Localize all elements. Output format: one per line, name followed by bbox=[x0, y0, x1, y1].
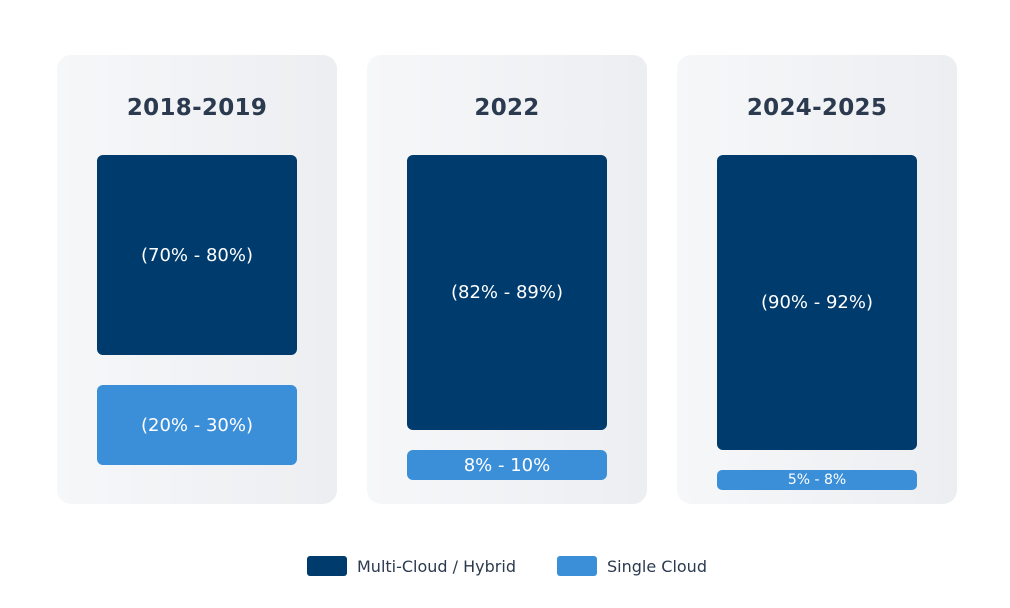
legend-swatch bbox=[307, 556, 347, 576]
multi-cloud-bar: (82% - 89%) bbox=[407, 155, 607, 430]
period-title: 2018-2019 bbox=[126, 95, 268, 121]
single-cloud-bar-label: 5% - 8% bbox=[787, 472, 847, 488]
legend-swatch bbox=[557, 556, 597, 576]
period-card-1: 2022 (82% - 89%) 8% - 10% bbox=[367, 55, 647, 504]
legend-label: Single Cloud bbox=[607, 556, 707, 576]
single-cloud-bar-label: 8% - 10% bbox=[463, 454, 551, 476]
multi-cloud-bar: (90% - 92%) bbox=[717, 155, 917, 450]
period-card-2: 2024-2025 (90% - 92%) 5% - 8% bbox=[677, 55, 957, 504]
period-card-0: 2018-2019 (70% - 80%) (20% - 30%) bbox=[57, 55, 337, 504]
multi-cloud-bar: (70% - 80%) bbox=[97, 155, 297, 355]
single-cloud-bar-label: (20% - 30%) bbox=[141, 414, 253, 436]
multi-cloud-bar-label: (90% - 92%) bbox=[761, 292, 873, 313]
period-title: 2022 bbox=[474, 95, 540, 121]
legend-item-single-cloud: Single Cloud bbox=[557, 556, 707, 576]
legend-label: Multi-Cloud / Hybrid bbox=[357, 556, 516, 576]
single-cloud-bar: 8% - 10% bbox=[407, 450, 607, 480]
legend: Multi-Cloud / Hybrid Single Cloud bbox=[0, 556, 1010, 578]
single-cloud-bar: 5% - 8% bbox=[717, 470, 917, 490]
multi-cloud-bar-label: (82% - 89%) bbox=[451, 282, 563, 303]
single-cloud-bar: (20% - 30%) bbox=[97, 385, 297, 465]
legend-item-multi-cloud: Multi-Cloud / Hybrid bbox=[307, 556, 516, 576]
multi-cloud-bar-label: (70% - 80%) bbox=[141, 244, 253, 266]
period-title: 2024-2025 bbox=[746, 95, 888, 121]
